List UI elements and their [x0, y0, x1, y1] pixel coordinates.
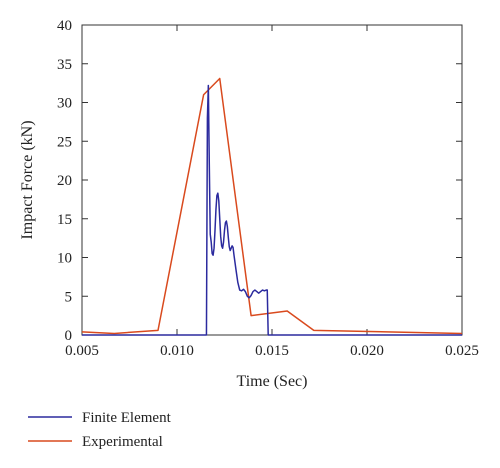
y-axis-title: Impact Force (kN) — [19, 120, 36, 239]
x-tick-label: 0.020 — [350, 343, 384, 359]
y-tick-label: 25 — [57, 134, 72, 150]
x-tick-label: 0.015 — [255, 343, 289, 359]
y-tick-label: 20 — [57, 173, 72, 189]
y-tick-label: 5 — [65, 289, 73, 305]
series-line-experimental — [81, 77, 463, 335]
plot-frame — [81, 24, 463, 336]
axis-ticks — [81, 24, 463, 336]
x-axis-title: Time (Sec) — [237, 373, 308, 390]
y-tick-label: 10 — [57, 251, 72, 267]
series-line-finite-element — [82, 84, 462, 336]
y-tick-label: 35 — [57, 57, 72, 73]
x-tick-label: 0.010 — [160, 343, 194, 359]
legend-label-finite-element: Finite Element — [82, 410, 172, 426]
legend: Finite Element Experimental — [28, 410, 172, 450]
x-tick-label: 0.005 — [65, 343, 99, 359]
x-tick-label: 0.025 — [445, 343, 479, 359]
plot-area — [81, 24, 463, 336]
y-tick-label: 0 — [65, 328, 73, 344]
legend-label-experimental: Experimental — [82, 434, 163, 450]
y-tick-label: 15 — [57, 212, 72, 228]
y-tick-label: 40 — [57, 18, 72, 34]
y-tick-label: 30 — [57, 96, 72, 112]
tick-labels: 0.005 0.010 0.015 0.020 0.025 0 5 10 15 20 25 30 35 4… — [57, 18, 479, 359]
series-layer — [81, 77, 463, 336]
